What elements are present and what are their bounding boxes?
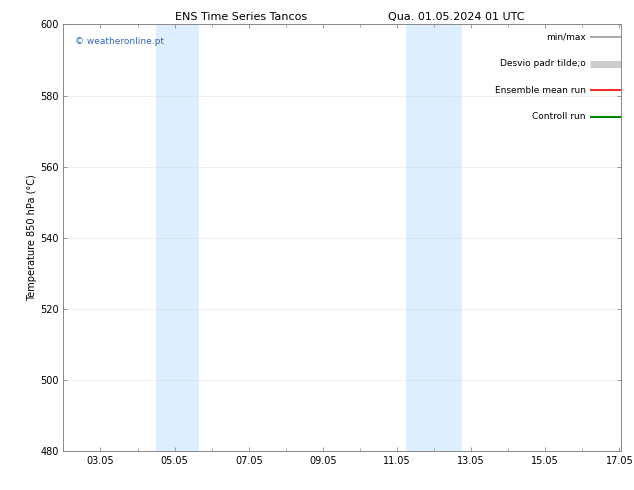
Bar	[406, 24, 462, 451]
Y-axis label: Temperature 850 hPa (°C): Temperature 850 hPa (°C)	[27, 174, 37, 301]
Bar	[156, 24, 198, 451]
Text: min/max: min/max	[546, 33, 586, 42]
Text: © weatheronline.pt: © weatheronline.pt	[75, 37, 164, 46]
Text: Controll run: Controll run	[532, 112, 586, 121]
Text: Ensemble mean run: Ensemble mean run	[495, 86, 586, 95]
Text: Desvio padr tilde;o: Desvio padr tilde;o	[500, 59, 586, 68]
Text: Qua. 01.05.2024 01 UTC: Qua. 01.05.2024 01 UTC	[388, 12, 525, 22]
Text: ENS Time Series Tancos: ENS Time Series Tancos	[175, 12, 307, 22]
